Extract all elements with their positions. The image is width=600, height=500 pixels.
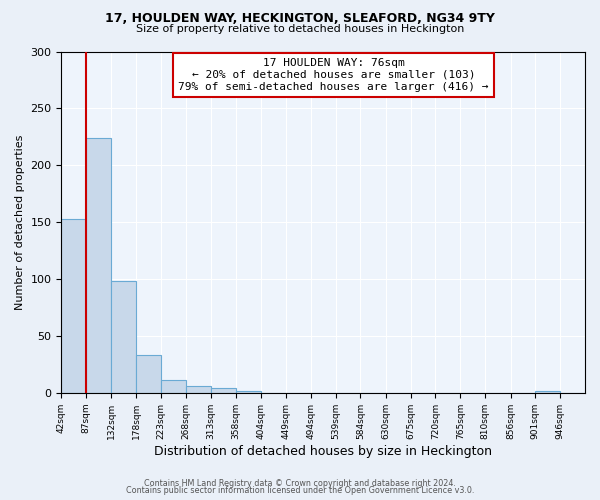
Text: Size of property relative to detached houses in Heckington: Size of property relative to detached ho… (136, 24, 464, 34)
Bar (211, 388, 236, 393)
Bar (161, 380, 186, 393)
X-axis label: Distribution of detached houses by size in Heckington: Distribution of detached houses by size … (154, 444, 492, 458)
Bar (236, 390, 261, 393)
Bar (535, 390, 560, 393)
Text: Contains HM Land Registry data © Crown copyright and database right 2024.: Contains HM Land Registry data © Crown c… (144, 478, 456, 488)
Text: 17 HOULDEN WAY: 76sqm
← 20% of detached houses are smaller (103)
79% of semi-det: 17 HOULDEN WAY: 76sqm ← 20% of detached … (178, 58, 489, 92)
Text: Contains public sector information licensed under the Open Government Licence v3: Contains public sector information licen… (126, 486, 474, 495)
Bar (136, 356, 161, 393)
Bar (111, 282, 136, 393)
Bar (61, 219, 86, 393)
Y-axis label: Number of detached properties: Number of detached properties (15, 134, 25, 310)
Text: 17, HOULDEN WAY, HECKINGTON, SLEAFORD, NG34 9TY: 17, HOULDEN WAY, HECKINGTON, SLEAFORD, N… (105, 12, 495, 26)
Bar (86, 138, 111, 393)
Bar (186, 386, 211, 393)
